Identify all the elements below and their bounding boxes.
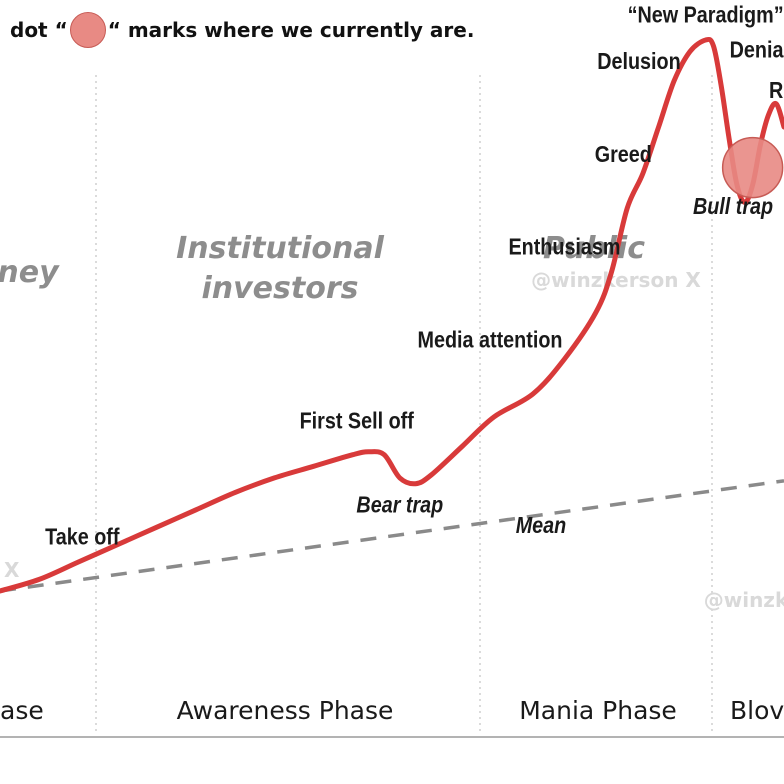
current-position-layer [721, 136, 784, 199]
investor-group-labels: ney Institutional investors Public [0, 231, 645, 306]
annotation-delusion: Delusion [597, 49, 680, 75]
annotation-first-sell-off: First Sell off [300, 408, 415, 434]
annotation-take-off: Take off [45, 524, 120, 550]
mean-line [0, 479, 784, 593]
top-note: dot “ “ marks where we currently are. [10, 12, 474, 48]
annotation-r: R [769, 78, 784, 104]
investor-group-label-line1: Institutional [176, 231, 385, 266]
investor-group-label: ney [0, 255, 60, 290]
current-position-dot [721, 136, 784, 199]
curve-annotations: Take off First Sell off Bear trap Mean Media… [45, 2, 784, 550]
legend-dot-icon [69, 12, 106, 48]
phase-label: ase [0, 696, 44, 725]
annotation-enthusiasm: Enthusiasm [508, 234, 620, 260]
annotation-media-attention: Media attention [418, 327, 563, 353]
annotation-new-paradigm: “New Paradigm” [628, 2, 784, 28]
annotation-greed: Greed [595, 141, 652, 167]
watermark: X [4, 558, 20, 582]
watermark: @winzkerson X [531, 268, 701, 292]
annotation-denia: Denia [730, 37, 784, 63]
annotation-mean: Mean [516, 513, 567, 539]
watermark: @winzk [704, 588, 784, 612]
note-prefix: dot “ [10, 18, 68, 42]
phase-label: Awareness Phase [177, 696, 394, 725]
phase-label: Mania Phase [519, 696, 677, 725]
phase-label: Blov [730, 696, 784, 725]
investor-group-label-line2: investors [201, 271, 358, 306]
annotation-bear-trap: Bear trap [356, 492, 443, 518]
note-suffix: “ marks where we currently are. [107, 18, 475, 42]
investor-group-label: Public [543, 231, 645, 266]
annotation-bull-trap: Bull trap [693, 194, 773, 220]
watermarks: @winzkerson X @winzk X [4, 268, 784, 612]
phase-separators [0, 75, 784, 738]
phase-labels: ase Awareness Phase Mania Phase Blov [0, 696, 784, 725]
